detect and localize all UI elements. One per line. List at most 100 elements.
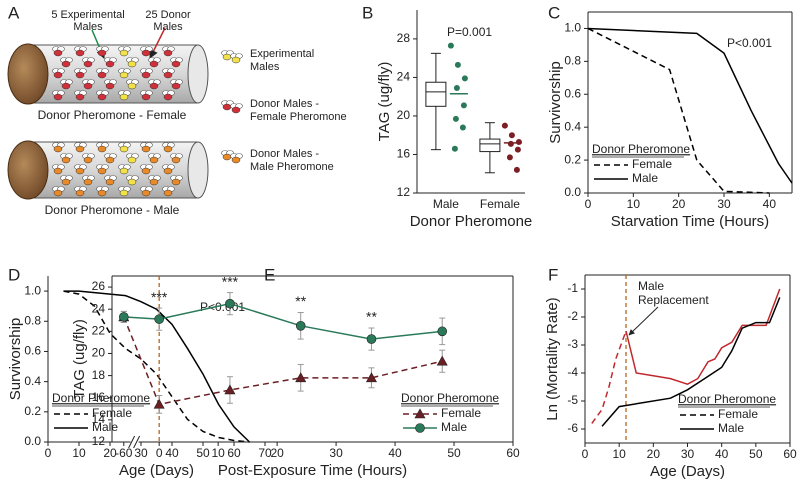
fly-body [127,60,137,68]
fly-body [61,82,71,90]
y-tick-label: 0.4 [24,374,41,388]
fly-body [149,82,159,90]
fly-body [105,156,115,164]
diagram-label: 5 Experimental [51,9,124,21]
x-tick-label: 70 [258,446,272,460]
x-tick-label: -60 [115,446,133,460]
fly-body [141,189,151,197]
x-tick-label: 20 [672,197,686,211]
y-tick-label: 0.2 [24,404,41,418]
legend-label: Males [250,61,280,73]
fly-body [119,93,129,101]
y-tick-label: 22 [92,324,106,338]
point [514,146,521,153]
significance: ** [295,293,306,309]
fly-body [75,49,85,57]
fly-body [171,178,181,186]
fly-body [231,56,241,64]
point [460,102,467,109]
fly-body [105,178,115,186]
legend-marker [414,408,426,419]
x-tick-label: 40 [715,447,729,461]
fly-body [75,189,85,197]
fly-body [97,189,107,197]
fly-body [119,189,129,197]
diagram-label: Males [73,21,103,33]
x-tick-label: 40 [165,446,179,460]
fly-body [171,60,181,68]
point [154,314,164,324]
fly-body [127,178,137,186]
y-tick-label: -3 [567,337,578,351]
y-tick-label: 24 [92,301,106,315]
significance: *** [151,289,168,305]
fly-body [105,82,115,90]
fly-body [222,53,232,61]
fly-body [53,189,63,197]
fly-body [149,60,159,68]
fly-body [83,178,93,186]
y-tick-label: 16 [92,390,106,404]
x-tick-label: 10 [627,197,641,211]
axis-break [128,435,136,449]
fly-body [163,189,173,197]
annotation: Male [638,279,664,293]
fly-body [127,156,137,164]
fly-body [222,103,232,111]
x-axis-title: Age (Days) [119,462,194,479]
fly-body [141,71,151,79]
point [515,138,522,145]
chart: -6 -5 -4 -3 -2 -1 0 10 20 30 40 50 60 Age (Days) Ln (M… [544,274,797,480]
panel-label: F [548,265,558,284]
fly-body [127,82,137,90]
y-tick-label: -2 [567,309,578,323]
y-tick-label: 12 [92,434,106,448]
point [459,124,466,131]
y-tick-label: 18 [92,368,106,382]
y-axis-title: Ln (Mortality Rate) [544,297,561,420]
legend-label: Donor Males - [250,98,319,110]
point [513,166,520,173]
series-line [601,297,781,427]
legend-label: Male Pheromone [250,161,334,173]
fly-body [75,167,85,175]
point [507,140,514,147]
legend-label: Female Pheromone [250,111,347,123]
point [153,398,165,409]
panel-label: C [548,3,560,22]
series-line [587,27,793,184]
point [461,75,468,82]
fly-body [163,145,173,153]
point [365,372,377,383]
legend-label: Donor Males - [250,148,319,160]
panel-label: A [8,3,20,22]
fly-body [119,167,129,175]
point [451,145,458,152]
point [506,154,513,161]
point [366,334,377,344]
x-tick-label: 0 [156,446,163,460]
fly-body [53,71,63,79]
x-tick-label: 30 [329,446,343,460]
y-tick-label: -6 [567,421,578,435]
fly-body [119,145,129,153]
annotation: Replacement [638,293,709,307]
x-tick-label: 50 [196,446,210,460]
fly-body [141,49,151,57]
legend-label: Female [441,406,481,420]
y-tick-label: 0.0 [564,185,581,199]
x-tick-label: Female [480,197,520,211]
x-tick-label: 60 [783,447,797,461]
series-line [123,316,443,406]
legend-title: Donor Pheromone [401,391,499,405]
y-tick-label: 14 [92,412,106,426]
x-tick-label: 20 [103,446,117,460]
fly-body [105,60,115,68]
legend-label: Female [632,157,672,171]
box [425,81,447,107]
tube-top [7,43,209,105]
x-tick-label: 0 [45,446,52,460]
y-tick-label: 0.0 [24,434,41,448]
legend-marker [415,423,425,433]
